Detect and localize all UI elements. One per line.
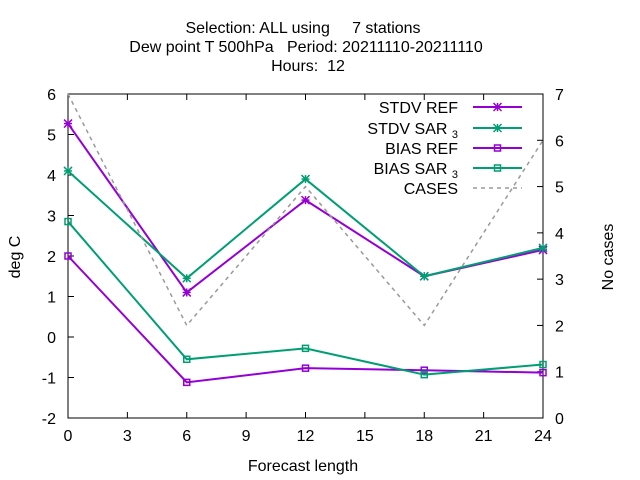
legend-label: STDV SAR 3 xyxy=(367,121,458,141)
series-line xyxy=(67,220,544,376)
y-axis-label: deg C xyxy=(7,236,24,279)
marker-stroke xyxy=(63,119,73,129)
y2-tick-label: 5 xyxy=(555,180,564,197)
x-tick-label: 18 xyxy=(415,428,433,445)
data-point xyxy=(182,287,192,297)
axis-ticks xyxy=(67,93,544,419)
y-tick-label: 2 xyxy=(47,249,56,266)
y2-tick-label: 4 xyxy=(555,226,564,243)
marker-stroke xyxy=(419,271,429,281)
y-tick-label: -1 xyxy=(42,371,56,388)
data-point xyxy=(539,368,547,377)
series-line xyxy=(67,255,544,384)
y2-tick-label: 2 xyxy=(555,318,564,335)
y2-tick-label: 6 xyxy=(555,133,564,150)
legend-marker xyxy=(493,144,502,152)
series-cases xyxy=(67,93,544,327)
chart-title: Selection: ALL using 7 stations Dew poin… xyxy=(129,20,483,75)
y-tick-label: -2 xyxy=(42,411,56,428)
marker-stroke xyxy=(300,174,311,184)
x-tick-label: 3 xyxy=(123,428,132,445)
legend-entry: BIAS SAR 3 xyxy=(374,161,522,181)
data-point xyxy=(183,355,191,364)
x-tick-label: 6 xyxy=(182,428,191,445)
legend-entry: STDV REF xyxy=(379,100,522,117)
y-tick-label: 1 xyxy=(47,290,56,307)
y2-tick-label: 1 xyxy=(555,365,564,382)
y-tick-label: 4 xyxy=(47,168,56,185)
series-stdv-ref xyxy=(63,119,548,297)
x-axis-label: Forecast length xyxy=(248,458,358,475)
title-line-1: Selection: ALL using 7 stations xyxy=(185,20,420,37)
y2-axis-label: No cases xyxy=(600,224,617,291)
x-tick-label: 0 xyxy=(64,428,73,445)
data-point xyxy=(183,378,191,387)
marker-stroke xyxy=(492,102,503,112)
y-tick-label: 0 xyxy=(47,330,56,347)
marker-stroke xyxy=(538,243,548,253)
data-point xyxy=(538,243,548,253)
series-layer xyxy=(63,93,548,387)
legend-marker xyxy=(492,123,503,133)
series-line xyxy=(67,93,544,327)
x-tick-label: 15 xyxy=(356,428,374,445)
marker-stroke xyxy=(182,287,192,297)
legend-label: BIAS SAR 3 xyxy=(374,161,458,181)
y-tick-label: 6 xyxy=(47,87,56,104)
marker-stroke xyxy=(300,195,311,205)
x-tick-label: 12 xyxy=(297,428,315,445)
data-point xyxy=(419,271,429,281)
y2-tick-label: 7 xyxy=(555,87,564,104)
legend-label: STDV REF xyxy=(379,100,458,117)
data-point xyxy=(420,366,428,374)
data-point xyxy=(300,174,311,184)
data-point xyxy=(300,195,311,205)
data-point xyxy=(301,344,310,353)
series-bias-sar-3 xyxy=(64,217,547,379)
data-point xyxy=(64,252,72,260)
data-point xyxy=(64,217,72,226)
x-tick-label: 21 xyxy=(475,428,493,445)
data-point xyxy=(182,273,192,283)
data-point xyxy=(63,119,73,129)
marker-stroke xyxy=(182,273,192,283)
title-line-3: Hours: 12 xyxy=(271,58,345,75)
legend-label: BIAS REF xyxy=(385,141,458,158)
data-point xyxy=(301,364,310,372)
series-bias-ref xyxy=(64,252,547,387)
legend-entry: CASES xyxy=(404,181,522,198)
series-line xyxy=(67,122,544,294)
data-point xyxy=(420,370,428,379)
x-tick-label: 9 xyxy=(242,428,251,445)
plot-frame xyxy=(67,93,544,419)
legend-entry: BIAS REF xyxy=(385,141,522,158)
data-point xyxy=(539,360,547,369)
series-stdv-sar-3 xyxy=(63,166,548,283)
marker-stroke xyxy=(492,123,503,133)
data-point xyxy=(63,166,73,176)
title-line-2: Dew point T 500hPa Period: 20211110-2021… xyxy=(129,39,483,56)
y2-tick-label: 0 xyxy=(555,411,564,428)
legend-entry: STDV SAR 3 xyxy=(367,121,522,141)
legend-marker xyxy=(493,164,502,172)
legend-label: CASES xyxy=(404,181,458,198)
marker-stroke xyxy=(63,166,73,176)
y-tick-label: 3 xyxy=(47,209,56,226)
y2-tick-label: 3 xyxy=(555,272,564,289)
x-tick-label: 24 xyxy=(534,428,552,445)
legend-marker xyxy=(492,102,503,112)
y-tick-label: 5 xyxy=(47,128,56,145)
